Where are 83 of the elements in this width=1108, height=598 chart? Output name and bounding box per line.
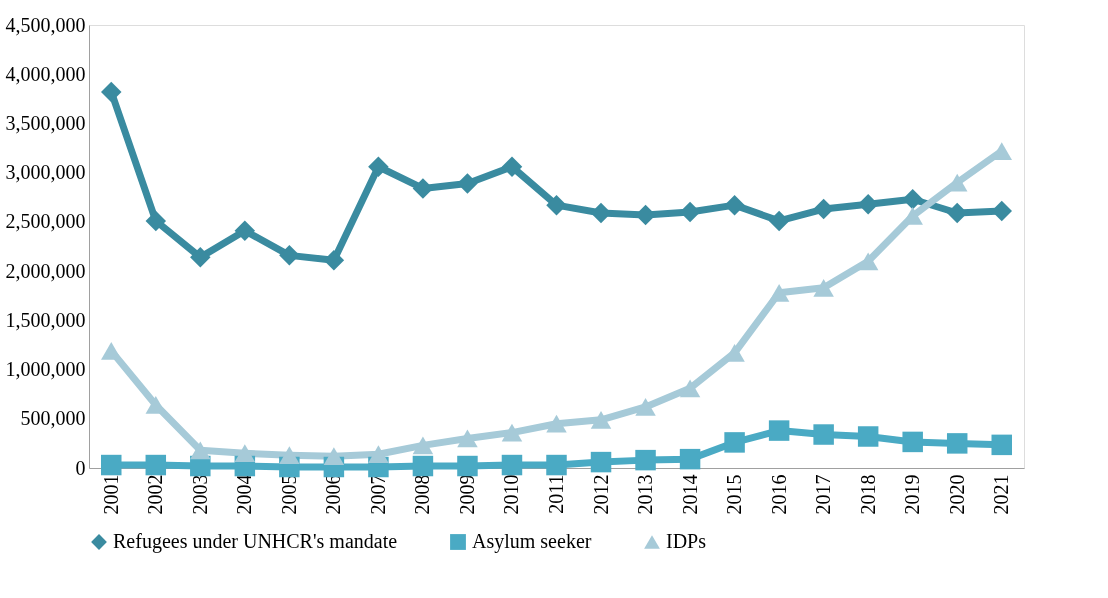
point [946, 202, 968, 224]
y-tick-label: 2,000,000 [5, 259, 86, 282]
x-tick-label: 2002 [144, 474, 167, 515]
x-tick-label: 2003 [188, 474, 211, 515]
x-tick-label: 2008 [411, 474, 434, 515]
y-tick-label: 1,000,000 [5, 358, 86, 381]
x-tick-label: 2015 [723, 474, 746, 515]
point [190, 441, 211, 460]
point [635, 204, 656, 226]
point [234, 444, 256, 463]
point [546, 454, 567, 476]
x-tick-label: 2017 [812, 474, 835, 515]
point [101, 81, 122, 103]
point [635, 449, 656, 471]
y-tick-label: 3,000,000 [5, 161, 86, 184]
y-tick-label: 4,000,000 [5, 62, 86, 85]
y-tick-label: 500,000 [20, 407, 86, 430]
point [368, 156, 389, 178]
point [279, 446, 300, 465]
point [813, 278, 834, 297]
x-tick-label: 2014 [678, 474, 701, 515]
point [768, 420, 790, 441]
point [768, 283, 790, 302]
y-tick-label: 3,500,000 [5, 111, 86, 134]
point [857, 426, 879, 447]
x-tick-label: 2007 [366, 474, 389, 515]
point [457, 173, 478, 194]
point [546, 414, 567, 433]
point [857, 252, 879, 271]
point [857, 193, 879, 215]
x-tick-label: 2012 [589, 474, 612, 515]
legend-label: Asylum seeker [472, 530, 592, 553]
point [323, 250, 345, 271]
point [679, 379, 701, 398]
point [457, 455, 478, 477]
point [234, 220, 256, 241]
point [768, 210, 790, 232]
point [902, 431, 923, 453]
x-tick-label: 2018 [856, 474, 879, 515]
x-tick-label: 2004 [233, 474, 256, 515]
y-tick-label: 0 [75, 456, 86, 479]
x-tick-label: 2010 [500, 474, 523, 515]
x-tick-label: 2020 [945, 474, 968, 515]
point [679, 448, 701, 470]
point [457, 429, 478, 448]
x-tick-label: 2013 [634, 474, 657, 515]
point [101, 454, 122, 476]
point [501, 423, 523, 442]
x-tick-label: 2016 [767, 474, 790, 515]
point [590, 451, 612, 473]
point [101, 341, 122, 360]
y-tick-label: 1,500,000 [5, 308, 86, 331]
point [991, 200, 1012, 222]
point [412, 455, 434, 477]
y-tick-label: 2,500,000 [5, 210, 86, 233]
point [724, 432, 745, 453]
x-tick-label: 2021 [990, 474, 1013, 515]
x-tick-label: 2011 [545, 474, 567, 514]
point [635, 398, 656, 416]
point [279, 245, 300, 266]
point [813, 424, 834, 445]
legend-label: Refugees under UNHCR's mandate [113, 530, 398, 553]
point [145, 210, 167, 232]
legend-label: IDPs [666, 530, 707, 552]
x-tick-label: 2009 [455, 474, 478, 515]
point [946, 433, 968, 454]
point [501, 454, 523, 476]
point [323, 447, 345, 466]
point [412, 436, 434, 455]
point [991, 434, 1012, 456]
point [190, 247, 211, 268]
y-tick-label: 4,500,000 [5, 13, 86, 36]
point [590, 410, 612, 429]
point [501, 156, 523, 178]
point [145, 454, 167, 476]
point [412, 178, 434, 199]
point [813, 198, 834, 220]
point [368, 445, 389, 464]
x-tick-label: 2019 [901, 474, 924, 515]
point [724, 194, 745, 216]
point [902, 189, 923, 210]
x-tick-label: 2001 [99, 474, 122, 515]
point [546, 194, 567, 216]
